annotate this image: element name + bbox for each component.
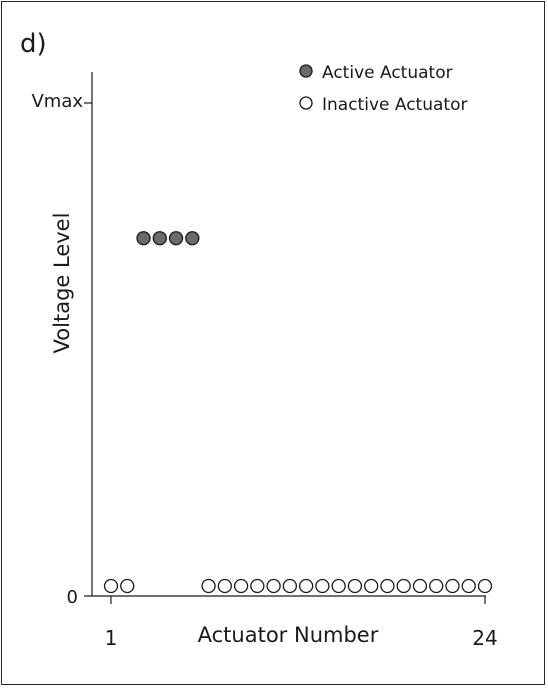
x-axis-label: Actuator Number: [198, 623, 379, 647]
inactive-actuator-point-8: [217, 578, 232, 594]
active-actuator-point-5: [168, 231, 184, 246]
y-tick-label-zero: 0: [67, 587, 78, 608]
x-tick-label-last: 24: [472, 626, 497, 650]
inactive-actuator-point-15: [331, 578, 346, 594]
inactive-actuator-point-23: [461, 578, 476, 594]
data-points: [103, 231, 493, 594]
legend: Active Actuator Inactive Actuator: [299, 63, 467, 115]
active-actuator-point-6: [185, 231, 200, 246]
inactive-actuator-point-21: [429, 578, 444, 594]
panel-label: d): [20, 29, 47, 59]
inactive-actuator-point-11: [266, 578, 281, 594]
inactive-actuator-point-24: [477, 578, 493, 594]
legend-inactive-label: Inactive Actuator: [322, 95, 467, 115]
y-axis-label: Voltage Level: [50, 213, 74, 354]
active-actuator-point-4: [152, 231, 167, 246]
legend-active-label: Active Actuator: [322, 63, 453, 83]
inactive-actuator-point-17: [364, 578, 379, 594]
inactive-actuator-point-9: [233, 578, 249, 594]
inactive-actuator-point-2: [120, 578, 135, 594]
inactive-actuator-point-14: [315, 578, 330, 594]
inactive-actuator-point-13: [298, 578, 314, 594]
y-tick-label-max: Vmax: [31, 91, 83, 112]
inactive-actuator-point-19: [396, 578, 411, 594]
legend-active-marker: [299, 64, 313, 78]
inactive-actuator-point-16: [347, 578, 363, 594]
x-tick-label-first: 1: [105, 626, 118, 650]
inactive-actuator-point-18: [380, 578, 395, 594]
inactive-actuator-point-7: [201, 578, 216, 594]
active-actuator-point-3: [136, 231, 151, 246]
inactive-actuator-point-1: [103, 578, 119, 594]
legend-inactive-marker: [299, 96, 313, 110]
inactive-actuator-point-10: [250, 578, 265, 594]
inactive-actuator-point-22: [445, 578, 460, 594]
inactive-actuator-point-12: [282, 578, 298, 594]
inactive-actuator-point-20: [412, 578, 428, 594]
